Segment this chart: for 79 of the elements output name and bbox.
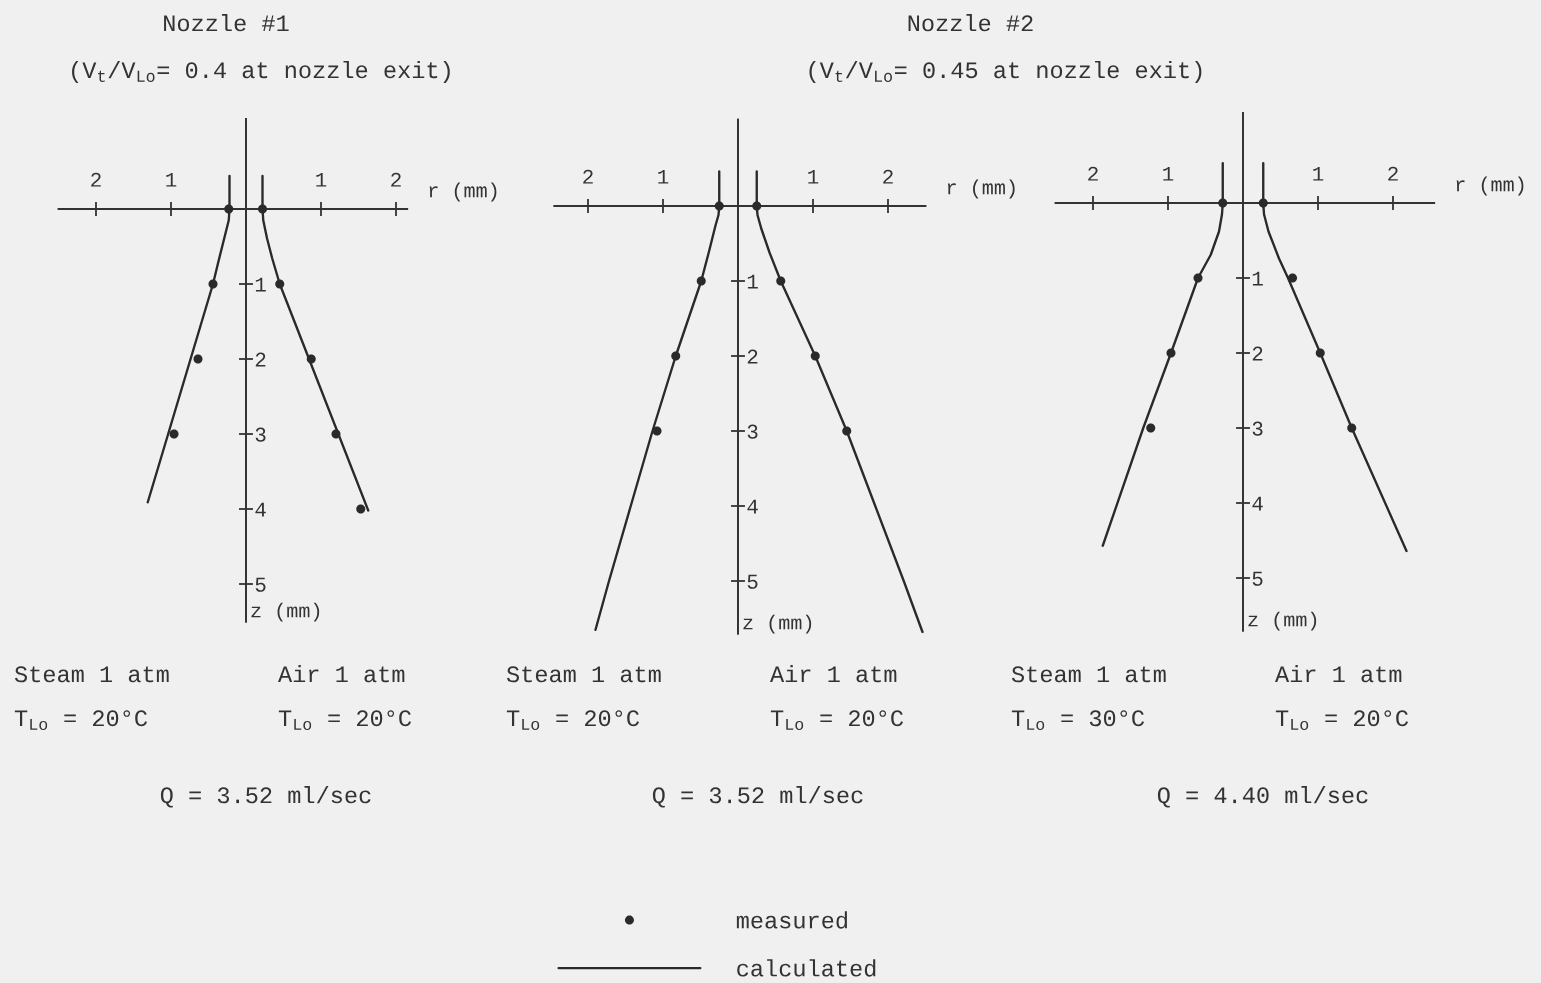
x-axis-title: r (mm) [1456,176,1524,196]
y-tick-label: 4 [255,502,266,517]
text: measured [736,911,847,929]
point [652,426,662,436]
y-axis-title: z (mm) [1248,611,1317,631]
point [331,429,341,439]
text: Air 1 atm [770,664,897,683]
point [776,276,786,286]
point [1166,348,1176,358]
chart-title: Nozzle #1 [164,14,289,32]
y-tick-label: 5 [747,574,758,589]
text: Air 1 atm [278,664,405,683]
point [1258,198,1268,208]
text: T$_{Lo}$ = 20°C [506,710,640,730]
x-tick-label: 2 [583,169,593,184]
point [224,204,234,214]
y-tick-label: 2 [255,352,266,367]
y-tick-label: 5 [1252,571,1263,586]
text: T$_{Lo}$ = 30°C [1011,710,1145,730]
chart-subtitle: (V$_{t}$/V$_{Lo}$= 0.4 at nozzle exit) [72,60,450,83]
x-tick-label: 2 [91,172,101,187]
y-tick-label: 2 [747,349,758,364]
point [714,201,724,211]
point [752,201,762,211]
point [1315,348,1325,358]
point [193,354,203,364]
text: T$_{Lo}$ = 20°C [770,710,904,730]
y-tick-label: 4 [1252,496,1263,511]
point [275,279,285,289]
y-tick-label: 3 [255,427,266,442]
text: (V$_{t}$/V$_{Lo}$= 0.45 at nozzle exit) [809,60,1202,83]
text: calculated [737,959,876,977]
point [306,354,316,364]
y-tick-label: 2 [1252,346,1263,361]
point [356,504,366,514]
text: Q = 3.52 ml/sec [652,785,863,808]
y-tick-label: 1 [255,277,266,292]
point [1193,273,1203,283]
text: T$_{Lo}$ = 20°C [278,710,412,730]
x-tick-label: 2 [1388,166,1398,181]
y-tick-label: 1 [747,274,758,289]
x-tick-label: 1 [808,169,819,184]
y-axis-title: z (mm) [251,602,320,622]
point [810,351,820,361]
chart-title: Nozzle #2 [908,14,1033,32]
x-tick-label: 1 [1313,166,1324,181]
point [671,351,681,361]
y-tick-label: 4 [747,499,758,514]
x-tick-label: 1 [316,172,327,187]
point [258,204,267,214]
point [1347,423,1357,433]
text: Steam 1 atm [14,666,169,683]
point [1288,273,1297,283]
x-tick-label: 2 [1088,166,1098,181]
point [696,276,706,286]
text: Q = 3.52 ml/sec [160,785,371,808]
point [208,279,218,289]
text: T$_{Lo}$ = 20°C [1275,710,1409,730]
text: Steam 1 atm [506,666,661,683]
x-tick-label: 2 [391,172,401,187]
point [842,426,852,436]
y-tick-label: 3 [747,424,758,439]
x-tick-label: 1 [1163,166,1174,181]
y-tick-label: 3 [1252,421,1263,436]
text: Air 1 atm [1275,664,1402,683]
x-tick-label: 1 [658,169,669,184]
x-tick-label: 1 [166,172,177,187]
y-axis-title: z (mm) [743,614,812,634]
point [169,429,179,439]
text: Steam 1 atm [1011,666,1166,683]
point [1146,423,1156,433]
y-tick-label: 5 [255,577,266,592]
x-axis-title: r (mm) [429,182,497,202]
point [1218,198,1228,208]
text: Q = 4.40 ml/sec [1157,785,1368,808]
x-axis-title: r (mm) [947,179,1015,199]
y-tick-label: 1 [1252,271,1263,286]
x-tick-label: 2 [883,169,893,184]
text: T$_{Lo}$ = 20°C [14,710,148,730]
